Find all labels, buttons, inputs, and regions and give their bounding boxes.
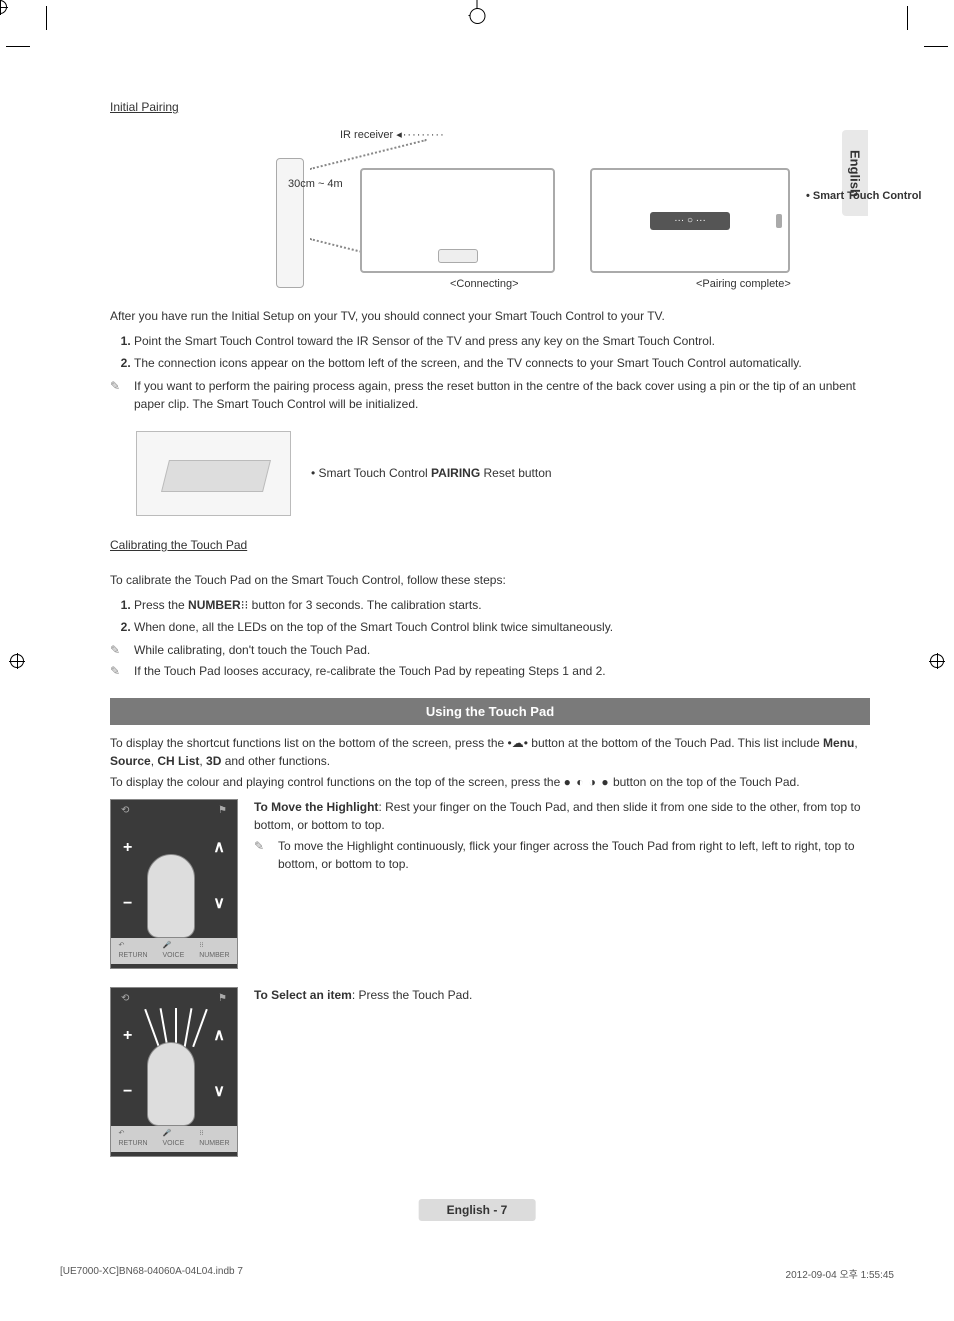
pairing-steps: Point the Smart Touch Control toward the… <box>134 331 870 374</box>
ir-receiver-label: IR receiver ◂········· <box>340 128 445 141</box>
initial-pairing-heading: Initial Pairing <box>110 100 179 114</box>
page-number-footer: English - 7 <box>419 1199 536 1221</box>
connecting-screen <box>360 168 555 273</box>
touchpad-para-2: To display the colour and playing contro… <box>110 774 870 792</box>
calibrating-note-1: While calibrating, don't touch the Touch… <box>110 642 870 659</box>
pairing-step-1: Point the Smart Touch Control toward the… <box>134 331 870 352</box>
calibrating-body: To calibrate the Touch Pad on the Smart … <box>110 572 870 680</box>
calibrating-step-1: Press the NUMBER⁝⁝ button for 3 seconds.… <box>134 595 870 617</box>
touchpad-select-illustration: ⟲⚑ +− ∧∨ ↶RETURN 🎤VOICE ⁝⁝NUMBER <box>110 987 238 1157</box>
calibrating-steps: Press the NUMBER⁝⁝ button for 3 seconds.… <box>134 595 870 638</box>
footer-timestamp: 2012-09-04 오후 1:55:45 <box>786 1266 894 1281</box>
pairing-body: After you have run the Initial Setup on … <box>110 308 870 516</box>
calibrating-intro: To calibrate the Touch Pad on the Smart … <box>110 572 870 589</box>
move-highlight-desc: To Move the Highlight: Rest your finger … <box>254 799 870 969</box>
calibrating-heading: Calibrating the Touch Pad <box>110 538 247 552</box>
connect-bar-icon: ··· ○ ··· <box>650 212 730 230</box>
distance-label: 30cm ~ 4m <box>288 178 343 190</box>
calibrating-step-2: When done, all the LEDs on the top of th… <box>134 617 870 638</box>
reset-bullet: Smart Touch Control PAIRING Reset button <box>311 465 552 482</box>
note-icon <box>110 663 126 680</box>
reset-illustration <box>136 431 291 516</box>
reset-row: Smart Touch Control PAIRING Reset button <box>136 431 870 516</box>
move-highlight-row: ⟲⚑ +− ∧∨ ↶RETURN 🎤VOICE ⁝⁝NUMBER To Move… <box>110 799 870 969</box>
footer-filename: [UE7000-XC]BN68-04060A-04L04.indb 7 <box>60 1266 243 1281</box>
pairing-diagram: IR receiver ◂········· 30cm ~ 4m ··· ○ ·… <box>190 128 830 288</box>
pairing-intro: After you have run the Initial Setup on … <box>110 308 870 325</box>
note-icon <box>110 378 126 413</box>
complete-screen: ··· ○ ··· <box>590 168 790 273</box>
dots-icon: ● ◐ ◑ ● <box>564 774 610 791</box>
select-item-row: ⟲⚑ +− ∧∨ ↶RETURN 🎤VOICE ⁝⁝NUMBER <box>110 987 870 1157</box>
smart-touch-label: Smart Touch Control <box>806 190 926 202</box>
cloud-icon: •☁• <box>508 735 528 752</box>
pairing-note: If you want to perform the pairing proce… <box>110 378 870 413</box>
footer-meta: [UE7000-XC]BN68-04060A-04L04.indb 7 2012… <box>60 1266 894 1281</box>
dotted-arrow-1 <box>310 139 427 170</box>
touchpad-move-illustration: ⟲⚑ +− ∧∨ ↶RETURN 🎤VOICE ⁝⁝NUMBER <box>110 799 238 969</box>
touchpad-para-1: To display the shortcut functions list o… <box>110 735 870 770</box>
select-item-desc: To Select an item: Press the Touch Pad. <box>254 987 870 1157</box>
calibrating-note-2: If the Touch Pad looses accuracy, re-cal… <box>110 663 870 680</box>
using-touchpad-title: Using the Touch Pad <box>110 698 870 725</box>
pairing-step-2: The connection icons appear on the botto… <box>134 353 870 374</box>
page-content: English Initial Pairing IR receiver ◂···… <box>110 100 870 1157</box>
connecting-caption: <Connecting> <box>450 278 519 290</box>
language-tab: English <box>842 130 868 216</box>
note-icon <box>110 642 126 659</box>
note-icon <box>254 838 270 873</box>
complete-caption: <Pairing complete> <box>696 278 791 290</box>
touchpad-body: To display the shortcut functions list o… <box>110 735 870 1157</box>
